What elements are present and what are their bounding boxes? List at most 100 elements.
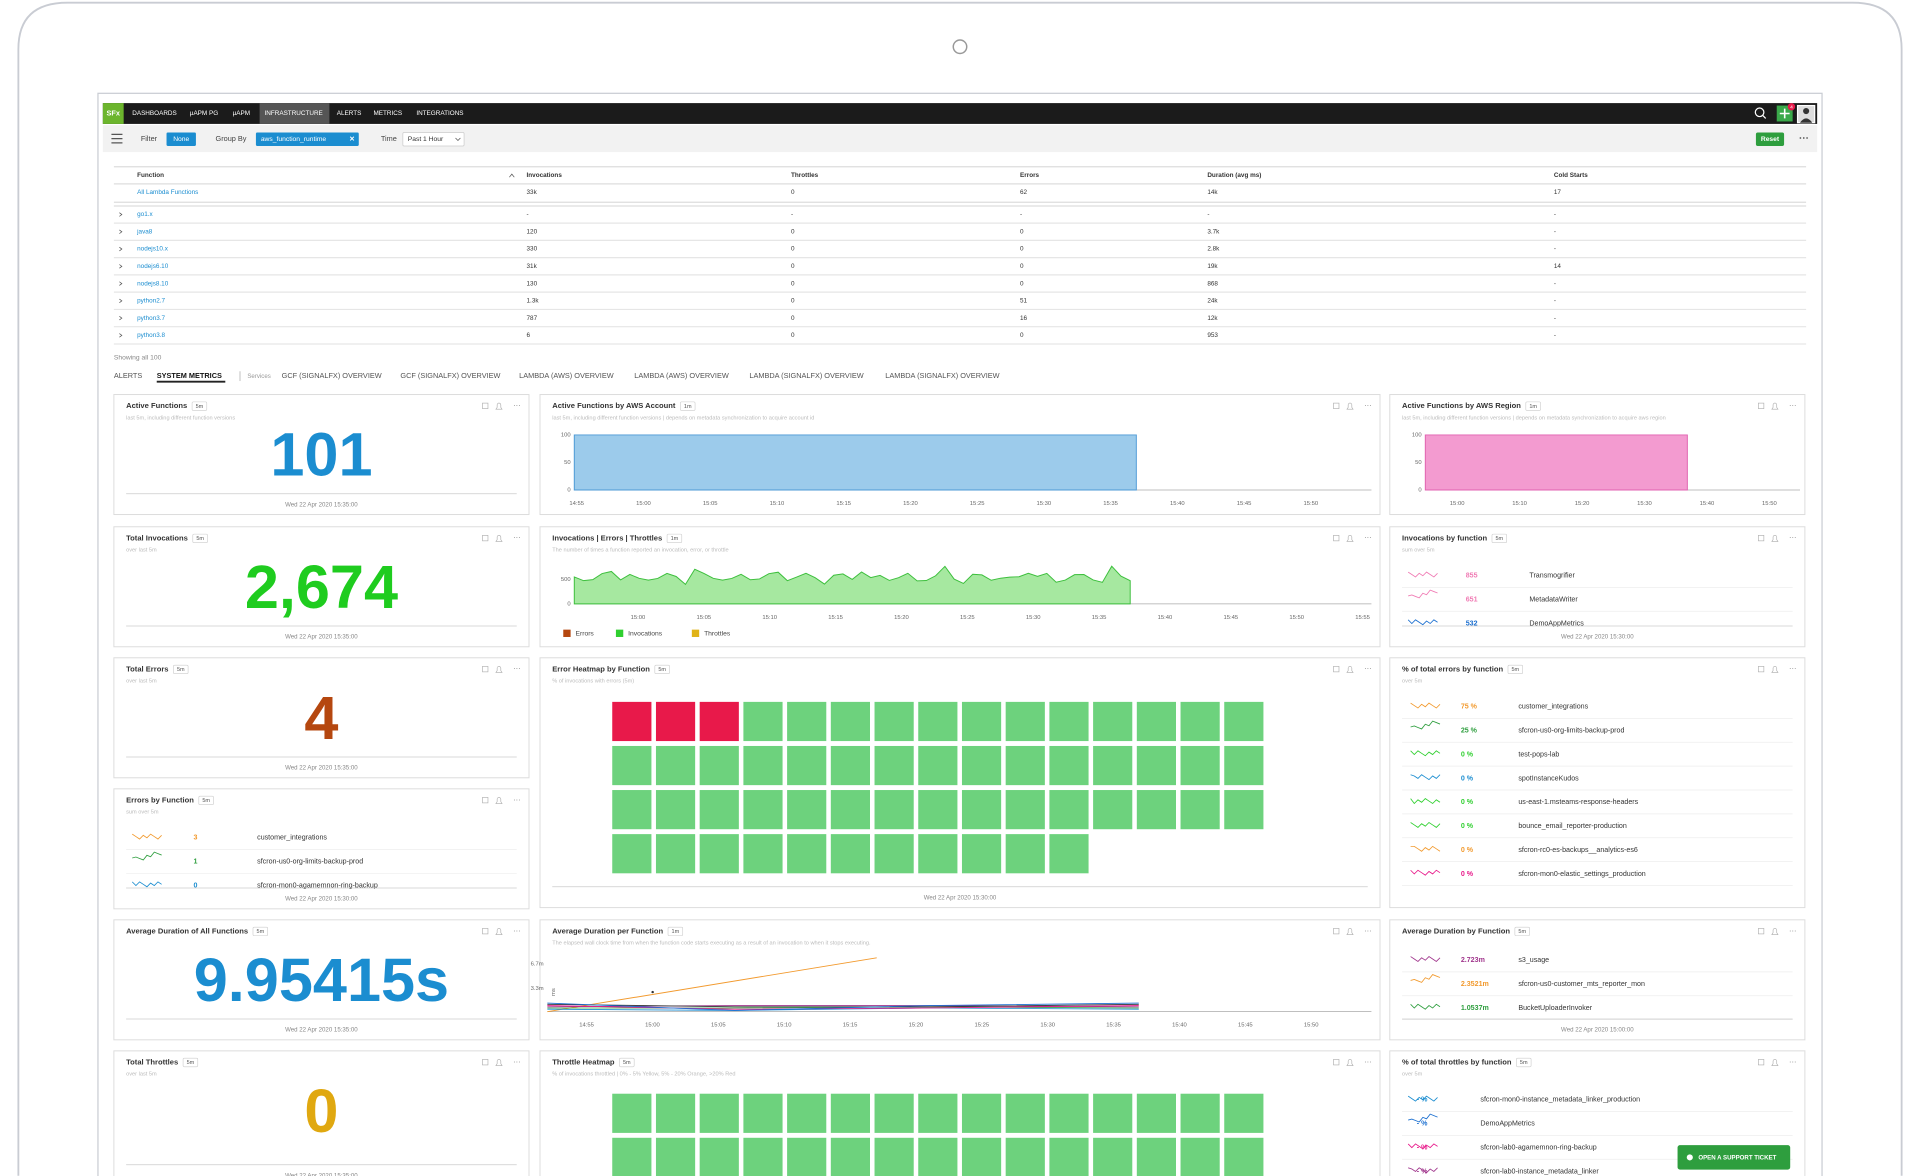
edit-icon[interactable] (482, 535, 489, 542)
heatmap-cell[interactable] (1093, 790, 1133, 830)
heatmap-cell[interactable] (874, 1137, 914, 1176)
heatmap-cell[interactable] (830, 834, 870, 874)
heatmap-cell[interactable] (874, 790, 914, 830)
heatmap-cell[interactable] (1224, 1137, 1264, 1176)
heatmap-cell[interactable] (961, 834, 1002, 874)
menu-icon[interactable] (111, 133, 123, 144)
edit-icon[interactable] (482, 666, 489, 673)
heatmap-cell[interactable] (1005, 745, 1045, 786)
alert-icon[interactable] (495, 535, 503, 542)
heatmap-cell[interactable] (743, 1093, 783, 1133)
alert-icon[interactable] (1771, 1059, 1779, 1066)
edit-icon[interactable] (1758, 928, 1765, 935)
panel-menu[interactable]: ⋯ (1789, 664, 1796, 673)
heatmap-cell[interactable] (655, 701, 696, 742)
heatmap-cell[interactable] (655, 790, 696, 830)
heatmap-cell[interactable] (1005, 834, 1045, 874)
support-button[interactable]: OPEN A SUPPORT TICKET (1677, 1145, 1791, 1170)
time-picker[interactable] (402, 132, 465, 147)
nav-item[interactable]: ALERTS (337, 110, 362, 117)
heatmap-cell[interactable] (961, 701, 1002, 742)
heatmap-cell[interactable] (961, 745, 1002, 786)
heatmap-cell[interactable] (743, 834, 783, 874)
heatmap-cell[interactable] (1224, 1093, 1264, 1133)
heatmap-cell[interactable] (1180, 1093, 1220, 1133)
table-cell[interactable]: go1.x (137, 211, 153, 218)
service-tab[interactable]: LAMBDA (SIGNALFX) OVERVIEW (885, 371, 999, 380)
heatmap-cell[interactable] (918, 701, 958, 742)
heatmap-cell[interactable] (787, 701, 827, 742)
edit-icon[interactable] (1333, 402, 1340, 409)
heatmap-cell[interactable] (743, 745, 783, 786)
panel-menu[interactable]: ⋯ (1789, 400, 1796, 409)
heatmap-cell[interactable] (1224, 745, 1264, 786)
alert-icon[interactable] (495, 666, 503, 673)
nav-item[interactable]: DASHBOARDS (132, 110, 177, 117)
edit-icon[interactable] (482, 1059, 489, 1066)
heatmap-cell[interactable] (1005, 790, 1045, 830)
heatmap-cell[interactable] (1093, 1093, 1133, 1133)
alert-icon[interactable] (1771, 928, 1779, 935)
nav-item[interactable]: INFRASTRUCTURE (264, 110, 322, 117)
heatmap-cell[interactable] (961, 1137, 1002, 1176)
heatmap-cell[interactable] (918, 1093, 958, 1133)
filter-chip[interactable] (166, 132, 196, 146)
heatmap-cell[interactable] (787, 1137, 827, 1176)
heatmap-cell[interactable] (699, 834, 739, 874)
heatmap-cell[interactable] (1224, 701, 1264, 742)
heatmap-cell[interactable] (1049, 745, 1089, 786)
panel-menu[interactable]: ⋯ (1364, 400, 1371, 409)
edit-icon[interactable] (482, 797, 489, 804)
heatmap-cell[interactable] (655, 1137, 696, 1176)
expand-chevron[interactable] (119, 264, 123, 269)
heatmap-cell[interactable] (918, 834, 958, 874)
heatmap-cell[interactable] (612, 1093, 652, 1133)
nav-item[interactable]: µAPM (233, 110, 250, 117)
table-cell[interactable]: nodejs8.10 (137, 280, 169, 287)
heatmap-cell[interactable] (1049, 790, 1089, 830)
more-menu[interactable]: ⋯ (1799, 133, 1809, 144)
edit-icon[interactable] (482, 928, 489, 935)
tab[interactable]: SYSTEM METRICS (157, 371, 222, 380)
heatmap-cell[interactable] (612, 1137, 652, 1176)
alert-icon[interactable] (495, 1059, 503, 1066)
service-tab[interactable]: LAMBDA (SIGNALFX) OVERVIEW (749, 371, 863, 380)
heatmap-cell[interactable] (612, 745, 652, 786)
heatmap-cell[interactable] (1049, 834, 1089, 874)
alert-icon[interactable] (1346, 535, 1354, 542)
heatmap-cell[interactable] (1180, 745, 1220, 786)
edit-icon[interactable] (1758, 1059, 1765, 1066)
edit-icon[interactable] (1333, 928, 1340, 935)
remove-icon[interactable] (349, 136, 355, 141)
reset-button[interactable] (1755, 132, 1785, 146)
panel-menu[interactable]: ⋯ (513, 795, 520, 804)
heatmap-cell[interactable] (918, 745, 958, 786)
alert-icon[interactable] (1346, 928, 1354, 935)
service-tab[interactable]: GCF (SIGNALFX) OVERVIEW (400, 371, 500, 380)
heatmap-cell[interactable] (655, 745, 696, 786)
heatmap-cell[interactable] (830, 701, 870, 742)
edit-icon[interactable] (1758, 535, 1765, 542)
heatmap-cell[interactable] (830, 790, 870, 830)
expand-chevron[interactable] (119, 229, 123, 234)
panel-menu[interactable]: ⋯ (513, 400, 520, 409)
heatmap-cell[interactable] (699, 701, 739, 742)
heatmap-cell[interactable] (699, 745, 739, 786)
nav-item[interactable]: METRICS (373, 110, 402, 117)
heatmap-cell[interactable] (612, 834, 652, 874)
heatmap-cell[interactable] (1093, 745, 1133, 786)
alert-icon[interactable] (1771, 402, 1779, 410)
table-cell[interactable]: python3.8 (137, 332, 165, 339)
heatmap-cell[interactable] (743, 701, 783, 742)
heatmap-cell[interactable] (743, 790, 783, 830)
heatmap-cell[interactable] (612, 701, 652, 742)
panel-menu[interactable]: ⋯ (1364, 1057, 1371, 1066)
heatmap-cell[interactable] (1005, 1137, 1045, 1176)
tab[interactable]: ALERTS (114, 371, 142, 380)
heatmap-cell[interactable] (1224, 790, 1264, 830)
heatmap-cell[interactable] (874, 701, 914, 742)
group-chip[interactable] (255, 132, 359, 146)
heatmap-cell[interactable] (830, 1137, 870, 1176)
service-tab[interactable]: LAMBDA (AWS) OVERVIEW (519, 371, 614, 380)
heatmap-cell[interactable] (1136, 701, 1176, 742)
